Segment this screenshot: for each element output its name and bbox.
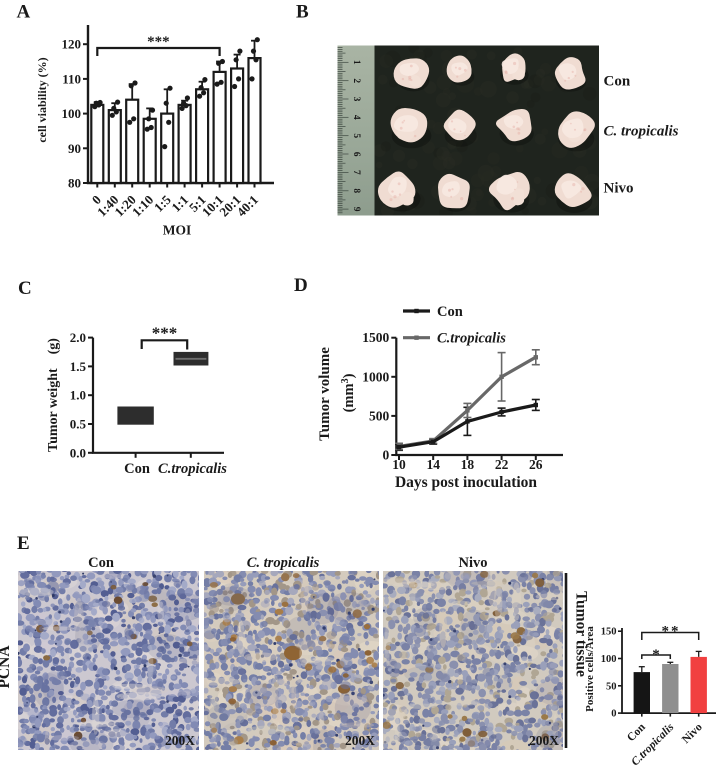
svg-text:14: 14	[426, 457, 440, 472]
svg-text:22: 22	[495, 457, 509, 472]
svg-text:200X: 200X	[345, 733, 375, 748]
svg-text:1.0: 1.0	[70, 388, 86, 403]
svg-text:0: 0	[611, 709, 616, 720]
svg-text:Nivo: Nivo	[459, 555, 488, 571]
svg-text:C.tropicalis: C.tropicalis	[437, 331, 506, 347]
svg-text:1: 1	[351, 60, 361, 65]
svg-text:Nivo: Nivo	[680, 721, 705, 746]
svg-text:Tumor tissue: Tumor tissue	[573, 591, 590, 677]
svg-text:Tumor weight (g): Tumor weight (g)	[46, 338, 61, 452]
svg-text:2.0: 2.0	[70, 330, 86, 345]
svg-text:2: 2	[351, 78, 361, 83]
svg-text:Positive cells/Area: Positive cells/Area	[584, 626, 596, 712]
svg-text:***: ***	[147, 34, 170, 50]
svg-text:100: 100	[62, 106, 82, 121]
svg-text:Tumor volume: Tumor volume	[317, 347, 333, 441]
svg-text:C. tropicalis: C. tropicalis	[247, 555, 320, 571]
svg-text:PCNA: PCNA	[0, 645, 13, 689]
svg-text:7: 7	[351, 170, 361, 175]
svg-text:***: ***	[152, 324, 178, 343]
svg-text:120: 120	[62, 37, 82, 52]
svg-text:18: 18	[461, 457, 475, 472]
svg-text:500: 500	[369, 408, 390, 423]
svg-text:E: E	[17, 533, 30, 554]
svg-text:(mm3): (mm3)	[340, 373, 357, 412]
svg-text:200X: 200X	[529, 733, 559, 748]
svg-text:110: 110	[62, 71, 81, 86]
svg-text:100: 100	[601, 654, 617, 665]
svg-text:4: 4	[351, 115, 361, 120]
svg-text:0.5: 0.5	[70, 417, 87, 432]
svg-text:Con: Con	[604, 74, 631, 90]
svg-text:Con: Con	[625, 721, 648, 744]
svg-text:1500: 1500	[362, 330, 389, 345]
svg-text:1000: 1000	[362, 369, 389, 384]
svg-text:26: 26	[529, 457, 543, 472]
svg-text:Days post inoculation: Days post inoculation	[395, 474, 537, 491]
svg-text:0.0: 0.0	[70, 445, 86, 460]
svg-text:200X: 200X	[165, 733, 195, 748]
svg-text:Con: Con	[88, 555, 114, 571]
svg-text:*: *	[652, 647, 660, 663]
svg-text:A: A	[17, 2, 31, 23]
svg-text:8: 8	[351, 188, 361, 193]
svg-text:150: 150	[601, 627, 617, 638]
svg-text:D: D	[294, 275, 308, 296]
svg-text:cell viability (%): cell viability (%)	[35, 57, 49, 142]
svg-text:MOI: MOI	[163, 223, 192, 238]
svg-text:Con: Con	[124, 461, 150, 477]
svg-text:B: B	[296, 2, 309, 23]
svg-text:90: 90	[68, 141, 81, 156]
svg-text:Nivo: Nivo	[604, 181, 634, 197]
svg-text:40:1: 40:1	[234, 192, 261, 219]
svg-text:6: 6	[351, 152, 361, 157]
svg-text:1.5: 1.5	[70, 359, 87, 374]
svg-text:C. tropicalis: C. tropicalis	[604, 124, 679, 140]
svg-text:9: 9	[351, 207, 361, 212]
svg-text:3: 3	[351, 97, 361, 102]
svg-text:80: 80	[68, 176, 81, 191]
svg-text:**: **	[662, 624, 681, 640]
svg-text:5: 5	[351, 133, 361, 138]
svg-text:Con: Con	[437, 304, 463, 320]
svg-text:10: 10	[392, 457, 406, 472]
svg-text:0: 0	[383, 448, 390, 463]
svg-text:C.tropicalis: C.tropicalis	[158, 461, 227, 477]
svg-text:50: 50	[606, 681, 617, 692]
svg-text:C: C	[18, 278, 32, 299]
